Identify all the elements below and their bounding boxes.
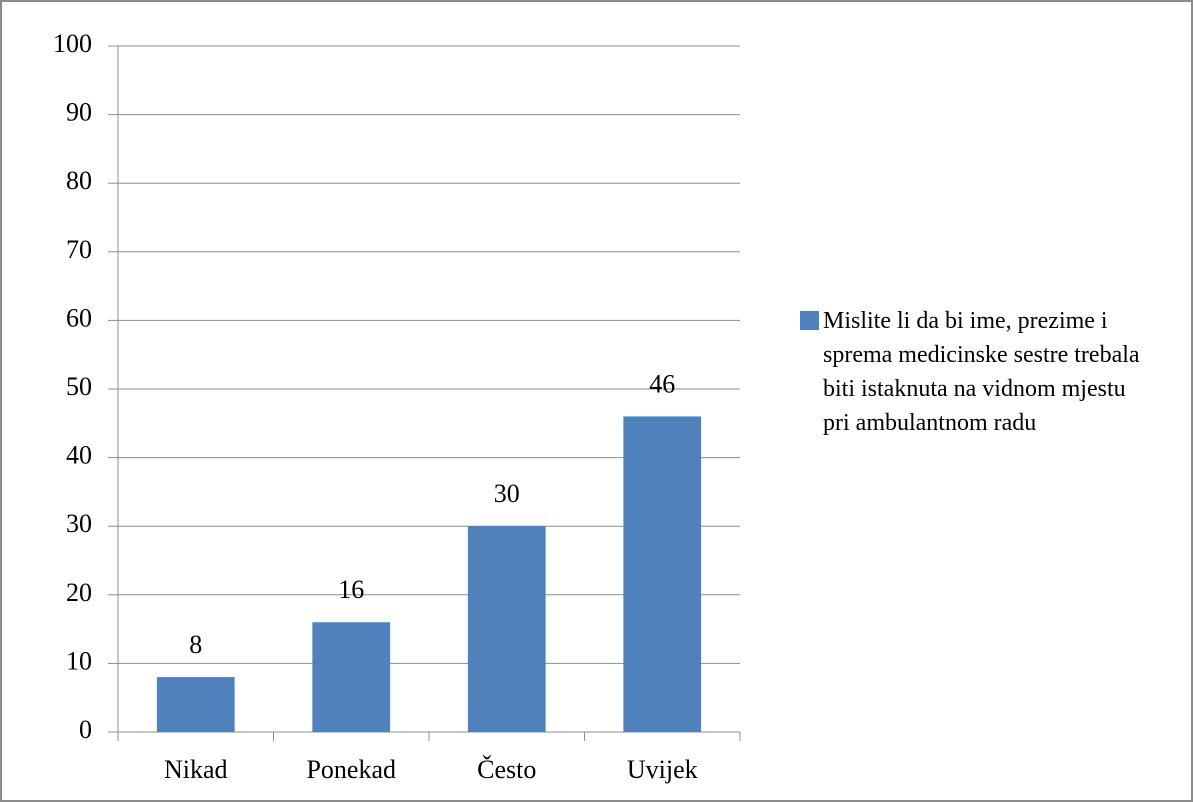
- y-tick-label: 0: [79, 715, 92, 744]
- bar: [623, 416, 702, 732]
- data-label: 8: [189, 630, 202, 659]
- y-tick-label: 20: [66, 578, 92, 607]
- bar: [156, 677, 235, 732]
- bar: [467, 526, 546, 732]
- y-tick-label: 30: [66, 509, 92, 538]
- legend-label: Mislite li da bi ime, prezime i sprema m…: [823, 308, 1140, 436]
- legend-swatch: [800, 311, 819, 330]
- y-tick-label: 60: [66, 303, 92, 332]
- y-tick-label: 70: [66, 235, 92, 264]
- y-tick-label: 10: [66, 646, 92, 675]
- data-label: 30: [494, 479, 520, 508]
- y-tick-label: 90: [66, 98, 92, 127]
- x-tick-label: Uvijek: [627, 755, 698, 784]
- x-tick-label: Često: [477, 755, 536, 784]
- data-label: 46: [649, 369, 675, 398]
- y-tick-label: 40: [66, 441, 92, 470]
- x-tick-label: Ponekad: [306, 755, 396, 784]
- y-tick-label: 50: [66, 372, 92, 401]
- x-tick-label: Nikad: [164, 755, 228, 784]
- data-label: 16: [338, 575, 364, 604]
- y-tick-label: 80: [66, 166, 92, 195]
- legend: Mislite li da bi ime, prezime i sprema m…: [800, 304, 1150, 440]
- y-tick-label: 100: [53, 29, 92, 58]
- bar: [312, 622, 391, 732]
